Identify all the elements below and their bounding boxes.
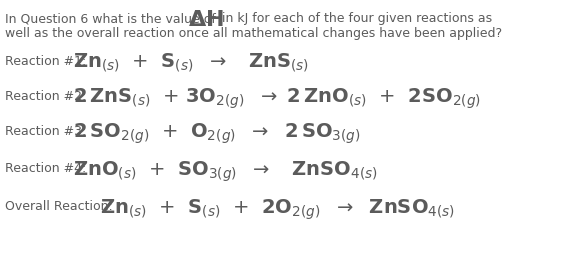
Text: Reaction #4:: Reaction #4: [5,162,86,175]
Text: $\mathbf{2\,SO}$$_{2(g)}$  +  $\mathbf{O}$$_{2(g)}$  $\rightarrow$  $\mathbf{2\,: $\mathbf{2\,SO}$$_{2(g)}$ + $\mathbf{O}$… [73,122,361,147]
Text: Overall Reaction:: Overall Reaction: [5,200,113,213]
Text: $\mathbf{Zn}$$_{(s)}$  +  $\mathbf{S}$$_{(s)}$  $\rightarrow$   $\mathbf{ZnS}$$_: $\mathbf{Zn}$$_{(s)}$ + $\mathbf{S}$$_{(… [73,52,309,74]
Text: well as the overall reaction once all mathematical changes have been applied?: well as the overall reaction once all ma… [5,27,502,40]
Text: $\mathbf{Zn}$$_{(s)}$  +  $\mathbf{S}$$_{(s)}$  +  $\mathbf{2O}$$_{2(g)}$  $\rig: $\mathbf{Zn}$$_{(s)}$ + $\mathbf{S}$$_{(… [100,197,455,221]
Text: $\mathbf{ZnO}$$_{(s)}$  +  $\mathbf{SO}$$_{3(g)}$  $\rightarrow$   $\mathbf{ZnSO: $\mathbf{ZnO}$$_{(s)}$ + $\mathbf{SO}$$_… [73,159,378,183]
Text: Reaction #2:: Reaction #2: [5,90,86,103]
Text: In Question 6 what is the value of: In Question 6 what is the value of [5,12,220,25]
Text: $\mathbf{2\,ZnS}$$_{(s)}$  + $\mathbf{3O}$$_{2(g)}$  $\rightarrow$ $\mathbf{2\,Z: $\mathbf{2\,ZnS}$$_{(s)}$ + $\mathbf{3O}… [73,87,481,112]
Text: Reaction #3:: Reaction #3: [5,125,86,138]
Text: $\mathbf{\Delta H}$: $\mathbf{\Delta H}$ [188,10,223,30]
Text: Reaction #1:: Reaction #1: [5,55,86,68]
Text: in kJ for each of the four given reactions as: in kJ for each of the four given reactio… [218,12,492,25]
